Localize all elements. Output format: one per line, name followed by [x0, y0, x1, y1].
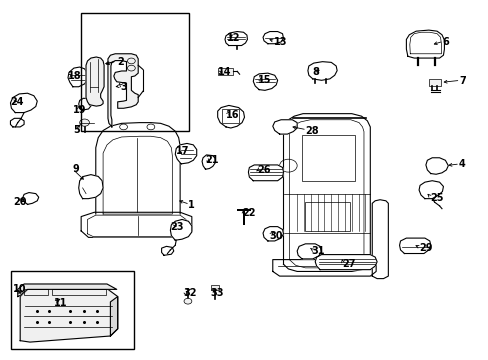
Text: 10: 10	[13, 284, 26, 294]
Polygon shape	[283, 114, 369, 271]
Polygon shape	[289, 120, 363, 268]
Polygon shape	[108, 54, 138, 127]
Circle shape	[120, 124, 127, 130]
Polygon shape	[253, 73, 277, 90]
Text: 21: 21	[205, 154, 219, 165]
Polygon shape	[248, 165, 283, 181]
Polygon shape	[110, 297, 118, 336]
Text: 26: 26	[257, 165, 271, 175]
Text: 7: 7	[458, 76, 465, 86]
Polygon shape	[263, 226, 283, 241]
Bar	[211, 285, 219, 290]
Bar	[221, 109, 238, 123]
Bar	[305, 202, 349, 231]
Polygon shape	[96, 123, 180, 218]
Polygon shape	[86, 57, 104, 106]
Text: 2: 2	[118, 57, 124, 67]
Polygon shape	[10, 118, 24, 127]
Text: 3: 3	[120, 82, 127, 92]
Text: 9: 9	[73, 164, 80, 174]
Polygon shape	[406, 30, 444, 58]
Polygon shape	[68, 67, 87, 87]
Text: 20: 20	[13, 197, 26, 207]
Polygon shape	[263, 32, 283, 44]
Text: 32: 32	[183, 288, 196, 298]
Text: 5: 5	[73, 125, 80, 135]
Polygon shape	[272, 120, 297, 134]
Circle shape	[183, 298, 191, 304]
Polygon shape	[371, 200, 387, 279]
Bar	[81, 13, 189, 131]
Text: 27: 27	[341, 259, 355, 269]
Polygon shape	[425, 158, 447, 174]
Polygon shape	[18, 284, 117, 297]
Polygon shape	[307, 62, 336, 80]
Polygon shape	[418, 181, 443, 199]
Circle shape	[147, 124, 155, 130]
Text: 30: 30	[269, 231, 283, 240]
Polygon shape	[20, 289, 118, 342]
Circle shape	[80, 119, 89, 126]
Bar	[52, 289, 105, 296]
Polygon shape	[409, 32, 441, 54]
Text: 33: 33	[210, 288, 224, 298]
Polygon shape	[22, 193, 39, 204]
Text: 1: 1	[188, 200, 195, 210]
Text: 16: 16	[225, 111, 239, 121]
Bar	[428, 79, 440, 86]
Text: 22: 22	[242, 208, 255, 218]
Bar	[217, 68, 233, 75]
Text: 4: 4	[458, 159, 465, 169]
Polygon shape	[175, 143, 196, 164]
Polygon shape	[272, 260, 375, 276]
Text: 6: 6	[441, 37, 448, 47]
Text: 29: 29	[418, 243, 432, 253]
Polygon shape	[315, 255, 376, 270]
Text: 12: 12	[226, 33, 240, 43]
Text: 8: 8	[312, 67, 319, 77]
Text: 11: 11	[54, 298, 68, 308]
Text: 17: 17	[176, 146, 189, 156]
Polygon shape	[224, 32, 247, 45]
Polygon shape	[81, 212, 191, 237]
Polygon shape	[103, 136, 172, 214]
Polygon shape	[170, 220, 191, 240]
Text: 13: 13	[273, 37, 286, 47]
Polygon shape	[79, 98, 92, 110]
Bar	[302, 135, 354, 181]
Text: 15: 15	[258, 75, 271, 85]
Text: 19: 19	[73, 105, 86, 115]
Text: 24: 24	[10, 97, 24, 107]
Text: 23: 23	[170, 222, 183, 232]
Text: 31: 31	[311, 246, 325, 256]
Polygon shape	[79, 175, 103, 199]
Bar	[11, 271, 134, 348]
Polygon shape	[297, 244, 321, 259]
Text: 14: 14	[217, 67, 231, 77]
Polygon shape	[87, 215, 185, 237]
Polygon shape	[217, 105, 244, 128]
Polygon shape	[10, 93, 37, 113]
Text: 18: 18	[68, 71, 81, 81]
Polygon shape	[399, 238, 430, 253]
Polygon shape	[161, 246, 173, 255]
Bar	[24, 289, 47, 296]
Polygon shape	[202, 155, 215, 169]
Text: 25: 25	[429, 193, 443, 203]
Text: 28: 28	[305, 126, 319, 135]
